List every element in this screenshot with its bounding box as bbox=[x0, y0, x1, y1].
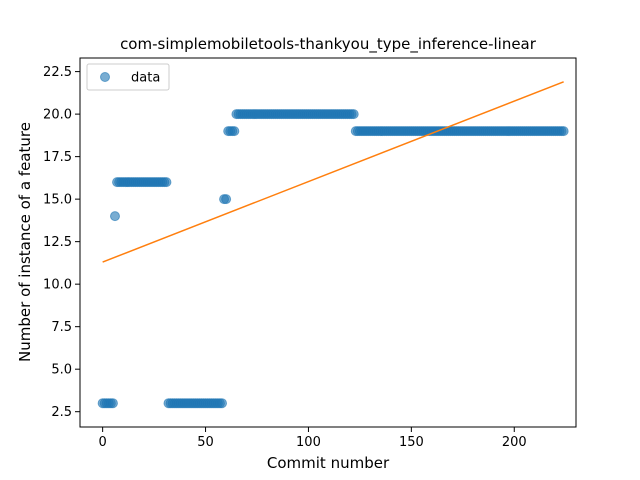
x-axis-ticks: 0 50 100 150 200 bbox=[98, 427, 527, 450]
y-tick-label: 2.5 bbox=[51, 405, 72, 420]
chart-title: com-simplemobiletools-thankyou_type_infe… bbox=[120, 35, 537, 54]
y-tick-label: 20.0 bbox=[43, 108, 72, 123]
data-point bbox=[109, 211, 120, 222]
data-point bbox=[217, 398, 228, 409]
legend: data bbox=[86, 63, 170, 91]
data-point bbox=[221, 194, 232, 205]
x-tick-label: 50 bbox=[197, 435, 214, 450]
y-tick-label: 17.5 bbox=[43, 150, 72, 165]
x-tick-label: 150 bbox=[399, 435, 424, 450]
y-axis-label: Number of instance of a feature bbox=[16, 122, 34, 362]
y-tick-label: 22.5 bbox=[43, 65, 72, 80]
x-tick-label: 200 bbox=[502, 435, 527, 450]
y-tick-label: 12.5 bbox=[43, 235, 72, 250]
legend-data-label: data bbox=[131, 71, 160, 86]
y-tick-label: 15.0 bbox=[43, 193, 72, 208]
data-points bbox=[97, 109, 569, 409]
data-point bbox=[348, 109, 359, 120]
data-point bbox=[107, 398, 118, 409]
y-axis-ticks: 2.5 5.0 7.5 10.0 12.5 15.0 17.5 20.0 22.5 bbox=[43, 65, 80, 420]
x-axis-label: Commit number bbox=[267, 454, 390, 472]
x-tick-label: 0 bbox=[98, 435, 106, 450]
y-tick-label: 5.0 bbox=[51, 363, 72, 378]
data-point bbox=[558, 126, 569, 137]
plot-area-frame bbox=[79, 57, 577, 428]
data-point bbox=[229, 126, 240, 137]
fit-layer bbox=[102, 81, 564, 263]
data-point bbox=[161, 177, 172, 188]
fit-line bbox=[102, 81, 564, 263]
legend-box bbox=[86, 63, 170, 91]
y-tick-label: 10.0 bbox=[43, 278, 72, 293]
legend-data-marker bbox=[100, 72, 110, 82]
y-tick-label: 7.5 bbox=[51, 320, 72, 335]
x-tick-label: 100 bbox=[296, 435, 321, 450]
